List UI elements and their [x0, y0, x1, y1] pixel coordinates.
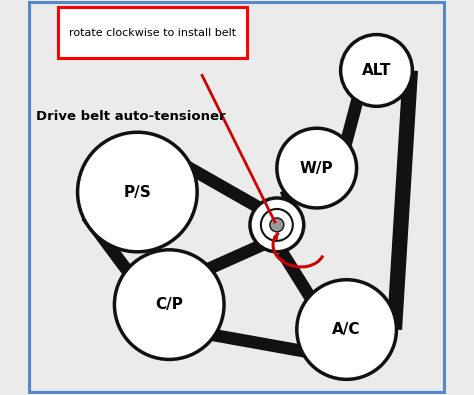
- Circle shape: [270, 218, 284, 232]
- Text: ALT: ALT: [362, 63, 391, 78]
- Text: C/P: C/P: [155, 297, 183, 312]
- Circle shape: [341, 35, 412, 106]
- Text: W/P: W/P: [300, 161, 334, 176]
- Circle shape: [261, 209, 293, 241]
- Circle shape: [297, 280, 396, 379]
- FancyBboxPatch shape: [58, 7, 247, 58]
- Text: Drive belt auto-tensioner: Drive belt auto-tensioner: [36, 110, 225, 123]
- Text: rotate clockwise to install belt: rotate clockwise to install belt: [69, 28, 236, 38]
- Text: P/S: P/S: [123, 184, 151, 199]
- Circle shape: [250, 198, 304, 252]
- Circle shape: [114, 250, 224, 359]
- Circle shape: [78, 132, 197, 252]
- Text: A/C: A/C: [332, 322, 361, 337]
- Circle shape: [277, 128, 356, 208]
